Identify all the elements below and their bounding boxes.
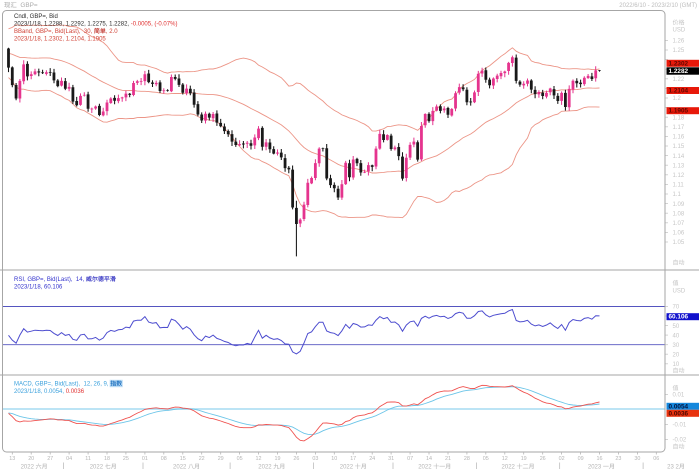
svg-text:04: 04 <box>66 456 72 462</box>
svg-text:40: 40 <box>673 333 680 339</box>
svg-text:1.25: 1.25 <box>673 48 685 54</box>
svg-text:27: 27 <box>47 456 53 462</box>
svg-text:28: 28 <box>464 456 470 462</box>
svg-text:19: 19 <box>275 456 281 462</box>
svg-text:2022: 2022 <box>173 465 188 471</box>
svg-text:2023/1/18, 1.2288, 1.2292, 1.2: 2023/1/18, 1.2288, 1.2292, 1.2275, 1.228… <box>14 22 131 28</box>
svg-text:01: 01 <box>142 456 148 462</box>
svg-text:1.2: 1.2 <box>673 96 682 102</box>
svg-text:21: 21 <box>445 456 451 462</box>
svg-text:25: 25 <box>123 456 129 462</box>
svg-text:USD: USD <box>673 289 686 295</box>
svg-text:RSI, GBP=, Bid(Last), 14,: RSI, GBP=, Bid(Last), 14, <box>14 277 86 283</box>
svg-text:1.11: 1.11 <box>673 183 685 189</box>
svg-text:22: 22 <box>199 456 205 462</box>
svg-text:MACD, GBP=, Bid(Last), 12, 26: MACD, GBP=, Bid(Last), 12, 26, 9, <box>14 382 110 388</box>
svg-text:1.1: 1.1 <box>673 192 682 198</box>
svg-text:2023/1/18, 60.106: 2023/1/18, 60.106 <box>14 285 63 291</box>
svg-text:70: 70 <box>673 305 680 311</box>
svg-text:1.22: 1.22 <box>673 77 685 83</box>
svg-text:05: 05 <box>237 456 243 462</box>
svg-text:BBand, GBP=, Bid(Last), 30,: BBand, GBP=, Bid(Last), 30, <box>14 29 94 35</box>
svg-text:2022: 2022 <box>90 465 105 471</box>
svg-text:, 2.0: , 2.0 <box>106 29 118 35</box>
svg-text:17: 17 <box>350 456 356 462</box>
svg-text:08: 08 <box>161 456 167 462</box>
svg-text:18: 18 <box>104 456 110 462</box>
svg-text:2023/1/18, 0.0054,: 2023/1/18, 0.0054, <box>14 389 66 395</box>
svg-text:1.14: 1.14 <box>673 154 685 160</box>
svg-text:03: 03 <box>312 456 318 462</box>
svg-text:-0.01: -0.01 <box>673 423 687 429</box>
svg-text:-0.02: -0.02 <box>673 438 687 444</box>
svg-text:10: 10 <box>331 456 337 462</box>
svg-text:0.01: 0.01 <box>673 393 685 399</box>
svg-text:15: 15 <box>180 456 186 462</box>
svg-text:30: 30 <box>673 343 680 349</box>
svg-text:2022: 2022 <box>340 465 355 471</box>
svg-text:1.13: 1.13 <box>673 163 685 169</box>
svg-text:31: 31 <box>388 456 394 462</box>
svg-text:1.2302: 1.2302 <box>669 60 689 67</box>
svg-text:1.08: 1.08 <box>673 211 685 217</box>
svg-text:GBP=: GBP= <box>17 2 38 9</box>
svg-text:06: 06 <box>653 456 659 462</box>
svg-text:16: 16 <box>597 456 603 462</box>
svg-text:2022: 2022 <box>258 465 273 471</box>
svg-text:20: 20 <box>28 456 34 462</box>
svg-text:26: 26 <box>540 456 546 462</box>
svg-text:2023/1/18, 1.2302, 1.2104, 1.1: 2023/1/18, 1.2302, 1.2104, 1.1905 <box>14 37 106 43</box>
svg-text:1.1905: 1.1905 <box>669 108 689 115</box>
svg-text:USD: USD <box>673 28 686 34</box>
svg-text:26: 26 <box>293 456 299 462</box>
svg-text:13: 13 <box>9 456 15 462</box>
svg-text:1.18: 1.18 <box>673 115 685 121</box>
svg-text:1.26: 1.26 <box>673 39 685 45</box>
svg-text:29: 29 <box>218 456 224 462</box>
svg-text:1.2282: 1.2282 <box>669 68 689 75</box>
svg-text:0.0036: 0.0036 <box>66 389 85 395</box>
svg-text:2023: 2023 <box>588 465 603 471</box>
svg-text:23 2: 23 2 <box>667 465 679 471</box>
svg-text:10: 10 <box>673 362 680 368</box>
svg-text:-0.0005, (-0.07%): -0.0005, (-0.07%) <box>131 22 178 28</box>
svg-text:1.16: 1.16 <box>673 135 685 141</box>
svg-text:24: 24 <box>369 456 375 462</box>
svg-text:2022: 2022 <box>418 465 433 471</box>
svg-text:1.2104: 1.2104 <box>669 88 689 95</box>
svg-text:05: 05 <box>483 456 489 462</box>
svg-text:14: 14 <box>426 456 432 462</box>
svg-text:30: 30 <box>634 456 640 462</box>
svg-text:02: 02 <box>559 456 565 462</box>
svg-text:1.17: 1.17 <box>673 125 685 131</box>
svg-text:2022: 2022 <box>21 465 36 471</box>
svg-text:12: 12 <box>502 456 508 462</box>
svg-text:50: 50 <box>673 324 680 330</box>
svg-text:23: 23 <box>615 456 621 462</box>
svg-text:2022: 2022 <box>502 465 517 471</box>
svg-text:2022/6/10 - 2023/2/10 (GMT): 2022/6/10 - 2023/2/10 (GMT) <box>619 3 697 9</box>
svg-text:11: 11 <box>85 456 91 462</box>
svg-text:1.15: 1.15 <box>673 144 685 150</box>
svg-text:1.07: 1.07 <box>673 221 685 227</box>
svg-text:1.06: 1.06 <box>673 231 685 237</box>
svg-text:Cndl, GBP=, Bid: Cndl, GBP=, Bid <box>14 14 58 20</box>
svg-text:1.09: 1.09 <box>673 202 685 208</box>
svg-text:60.106: 60.106 <box>669 314 689 321</box>
svg-text:20: 20 <box>673 352 680 358</box>
svg-text:07: 07 <box>407 456 413 462</box>
svg-text:12: 12 <box>256 456 262 462</box>
svg-text:1.12: 1.12 <box>673 173 685 179</box>
svg-text:0.0036: 0.0036 <box>669 410 689 417</box>
svg-text:1.05: 1.05 <box>673 240 685 246</box>
svg-text:0.0054: 0.0054 <box>669 403 689 410</box>
svg-text:09: 09 <box>578 456 584 462</box>
svg-text:19: 19 <box>521 456 527 462</box>
